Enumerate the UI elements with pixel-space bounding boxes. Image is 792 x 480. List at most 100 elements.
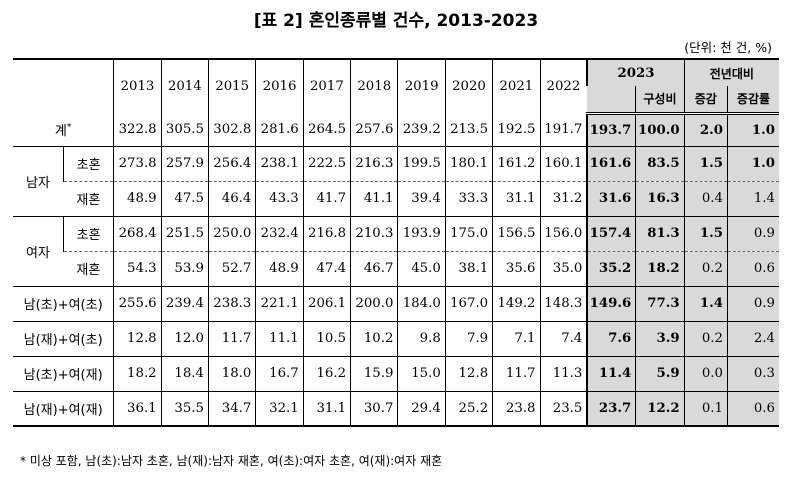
- cell: 48.9: [255, 250, 304, 286]
- cell-change: 1.4: [683, 285, 728, 321]
- cell: 184.0: [397, 285, 446, 321]
- cell: 7.9: [444, 320, 493, 356]
- cell-rate: 0.6: [726, 250, 779, 286]
- cell: 31.1: [302, 390, 351, 427]
- header-year: 2013: [113, 58, 162, 113]
- header-year: 2015: [207, 58, 256, 113]
- cell: 11.3: [539, 355, 588, 391]
- cell-rate: 0.3: [726, 355, 779, 391]
- cell: 7.4: [539, 320, 588, 356]
- cell: 47.4: [302, 250, 351, 286]
- cell: 16.2: [302, 355, 351, 391]
- cell-2023: 11.4: [586, 355, 636, 391]
- cell-2023: 193.7: [586, 113, 636, 146]
- header-yoy: 전년대비: [683, 58, 779, 86]
- cell: 273.8: [113, 145, 162, 181]
- header-share: 구성비: [635, 86, 685, 115]
- header-change: 증감: [683, 86, 728, 115]
- cell: 18.0: [207, 355, 256, 391]
- cell: 41.1: [350, 180, 398, 216]
- cell: 53.9: [160, 250, 209, 286]
- cell-change: 0.1: [683, 390, 728, 427]
- header-year: 2014: [160, 58, 209, 113]
- cell: 12.8: [113, 320, 162, 356]
- cell-share: 100.0: [635, 113, 685, 146]
- cell: 12.8: [444, 355, 493, 391]
- cell: 41.7: [302, 180, 351, 216]
- row-group-female: 여자: [13, 215, 64, 286]
- header-year: 2020: [444, 58, 493, 113]
- cell-2023: 161.6: [586, 145, 636, 181]
- header-year: 2018: [350, 58, 398, 113]
- cell: 156.5: [492, 215, 541, 251]
- header-year: 2019: [397, 58, 446, 113]
- cell: 15.0: [397, 355, 446, 391]
- cell-2023: 31.6: [586, 180, 636, 216]
- unit-label: (단위: 천 건, %): [684, 40, 772, 55]
- cell-rate: 0.6: [726, 390, 779, 427]
- cell-2023: 149.6: [586, 285, 636, 321]
- cell-2023: 35.2: [586, 250, 636, 286]
- cell: 32.1: [255, 390, 304, 427]
- cell: 12.0: [160, 320, 209, 356]
- cell: 199.5: [397, 145, 446, 181]
- header-year: 2017: [302, 58, 351, 113]
- cell: 250.0: [207, 215, 256, 251]
- cell: 31.2: [539, 180, 588, 216]
- cell-rate: 0.9: [726, 285, 779, 321]
- cell: 255.6: [113, 285, 162, 321]
- cell: 216.3: [350, 145, 398, 181]
- cell: 193.9: [397, 215, 446, 251]
- cell: 23.8: [492, 390, 541, 427]
- cell-share: 81.3: [635, 215, 685, 251]
- header-year: 2016: [255, 58, 304, 113]
- cell: 148.3: [539, 285, 588, 321]
- cell: 160.1: [539, 145, 588, 181]
- cell: 33.3: [444, 180, 493, 216]
- cell-2023: 23.7: [586, 390, 636, 427]
- cell: 238.3: [207, 285, 256, 321]
- cell: 305.5: [160, 113, 209, 146]
- cell: 29.4: [397, 390, 446, 427]
- row-label-combo: 남(재)+여(재): [13, 390, 114, 427]
- cell-2023: 157.4: [586, 215, 636, 251]
- cell: 257.9: [160, 145, 209, 181]
- cell: 239.4: [160, 285, 209, 321]
- cell-change: 0.2: [683, 320, 728, 356]
- cell: 15.9: [350, 355, 398, 391]
- cell-share: 83.5: [635, 145, 685, 181]
- cell: 281.6: [255, 113, 304, 146]
- cell: 11.7: [492, 355, 541, 391]
- cell: 213.5: [444, 113, 493, 146]
- cell: 9.8: [397, 320, 446, 356]
- cell: 46.4: [207, 180, 256, 216]
- cell-share: 5.9: [635, 355, 685, 391]
- cell: 52.7: [207, 250, 256, 286]
- cell: 34.7: [207, 390, 256, 427]
- cell: 31.1: [492, 180, 541, 216]
- header-corner: [13, 58, 114, 113]
- cell-rate: 0.9: [726, 215, 779, 251]
- row-sub-label: 초혼: [62, 145, 114, 181]
- cell-change: 1.5: [683, 215, 728, 251]
- cell: 18.4: [160, 355, 209, 391]
- cell: 11.7: [207, 320, 256, 356]
- cell: 302.8: [207, 113, 256, 146]
- header-year: 2022: [539, 58, 588, 113]
- cell-change: 0.4: [683, 180, 728, 216]
- cell: 191.7: [539, 113, 588, 146]
- cell-rate: 1.0: [726, 113, 779, 146]
- cell: 192.5: [492, 113, 541, 146]
- cell: 149.2: [492, 285, 541, 321]
- cell: 180.1: [444, 145, 493, 181]
- cell: 167.0: [444, 285, 493, 321]
- header-2023-blank: [587, 86, 636, 115]
- cell-share: 77.3: [635, 285, 685, 321]
- cell: 35.0: [539, 250, 588, 286]
- cell-share: 3.9: [635, 320, 685, 356]
- cell: 54.3: [113, 250, 162, 286]
- cell: 47.5: [160, 180, 209, 216]
- cell: 251.5: [160, 215, 209, 251]
- cell: 238.1: [255, 145, 304, 181]
- cell: 35.6: [492, 250, 541, 286]
